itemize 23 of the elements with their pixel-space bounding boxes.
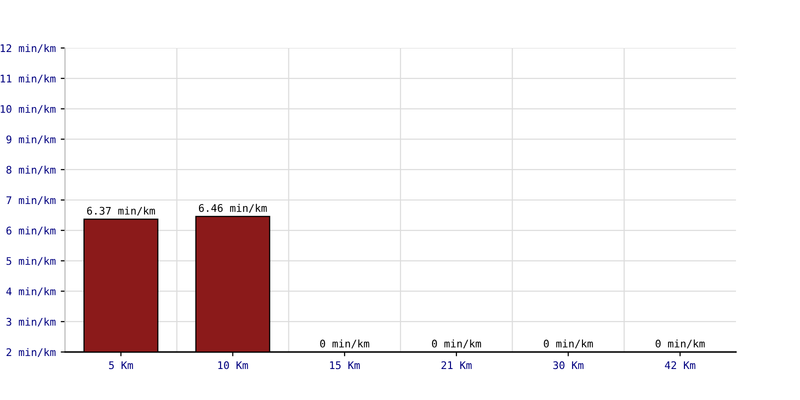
y-tick-label: 9 min/km — [6, 135, 56, 144]
data-label: 6.46 min/km — [198, 204, 267, 213]
y-tick-label: 4 min/km — [6, 287, 56, 296]
y-tick-label: 10 min/km — [0, 104, 56, 114]
annotation: 0 min/km — [320, 339, 370, 348]
y-tick-label: 2 min/km — [6, 348, 56, 357]
y-tick-label: 6 min/km — [6, 226, 56, 236]
x-tick-label: 10 Km — [218, 361, 248, 370]
y-tick-label: 7 min/km — [6, 196, 56, 205]
x-tick-label: 21 Km — [442, 361, 472, 369]
y-tick-label: 3 min/km — [6, 318, 56, 327]
annotation: 0 min/km — [656, 339, 705, 348]
x-tick-label: 30 Km — [553, 361, 584, 370]
y-tick-label: 5 min/km — [6, 256, 56, 266]
annotation: 0 min/km — [432, 339, 482, 348]
data-label: 6.37 min/km — [87, 206, 155, 216]
y-tick-label: 11 min/km — [0, 74, 56, 84]
annotation: 0 min/km — [544, 339, 593, 348]
x-tick-label: 5 Km — [109, 361, 133, 370]
y-tick-label: 12 min/km — [0, 44, 56, 53]
x-tick-label: 15 Km — [330, 361, 360, 370]
y-tick-label: 8 min/km — [6, 166, 56, 175]
x-tick-label: 42 Km — [664, 361, 696, 369]
